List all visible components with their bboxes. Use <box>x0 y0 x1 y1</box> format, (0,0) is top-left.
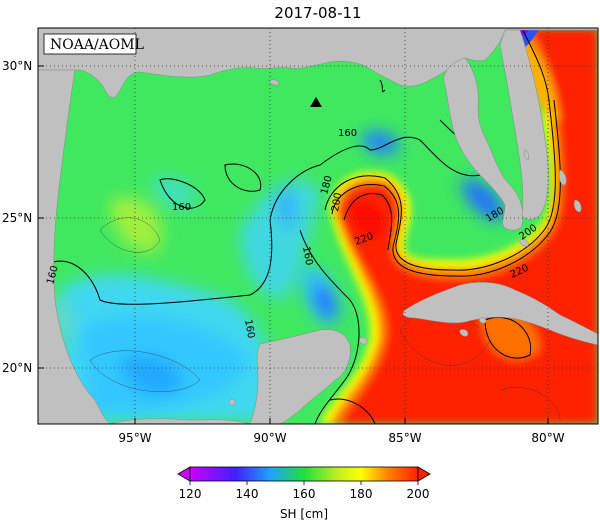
map-title: 2017-08-11 <box>274 4 361 22</box>
colorbar-scale <box>189 466 419 482</box>
colorbar-tick-label: 120 <box>179 487 202 501</box>
contour-label: 160 <box>172 202 191 213</box>
lat-axis: 30°N 25°N 20°N <box>2 59 44 375</box>
contour-label: 180 <box>319 174 335 195</box>
colorbar-tick-label: 160 <box>293 487 316 501</box>
contour-label: 160 <box>338 128 357 139</box>
lon-tick-label: 90°W <box>253 431 286 445</box>
map-frame <box>37 27 599 425</box>
contour-lines <box>39 28 561 424</box>
colorbar-tick-label: 200 <box>407 487 430 501</box>
colorbar-max-arrow <box>417 466 431 482</box>
contour-label: 160 <box>300 246 314 267</box>
org-label-box <box>43 33 137 55</box>
land <box>38 28 598 424</box>
colorbar-tick-label: 140 <box>236 487 259 501</box>
colorbar: 120 140 160 180 200 SH [cm] <box>177 466 431 521</box>
colorbar-tick-label: 180 <box>350 487 373 501</box>
colorbar-label: SH [cm] <box>280 507 328 521</box>
lat-tick-label: 20°N <box>2 361 32 375</box>
graticule <box>38 28 598 424</box>
lat-tick-label: 30°N <box>2 59 32 73</box>
lon-axis: 95°W 90°W 85°W 80°W <box>118 418 565 445</box>
station-marker-icon <box>310 97 322 107</box>
org-label: NOAA/AOML <box>50 37 144 53</box>
lon-tick-label: 85°W <box>388 431 421 445</box>
colorbar-min-arrow <box>177 466 191 482</box>
lat-tick-label: 25°N <box>2 211 32 225</box>
contour-label: 160 <box>45 264 61 285</box>
lon-tick-label: 80°W <box>531 431 564 445</box>
contour-label: 200 <box>330 192 344 213</box>
lon-tick-label: 95°W <box>118 431 151 445</box>
contour-label: 160 <box>242 319 256 340</box>
map-body <box>38 28 598 424</box>
